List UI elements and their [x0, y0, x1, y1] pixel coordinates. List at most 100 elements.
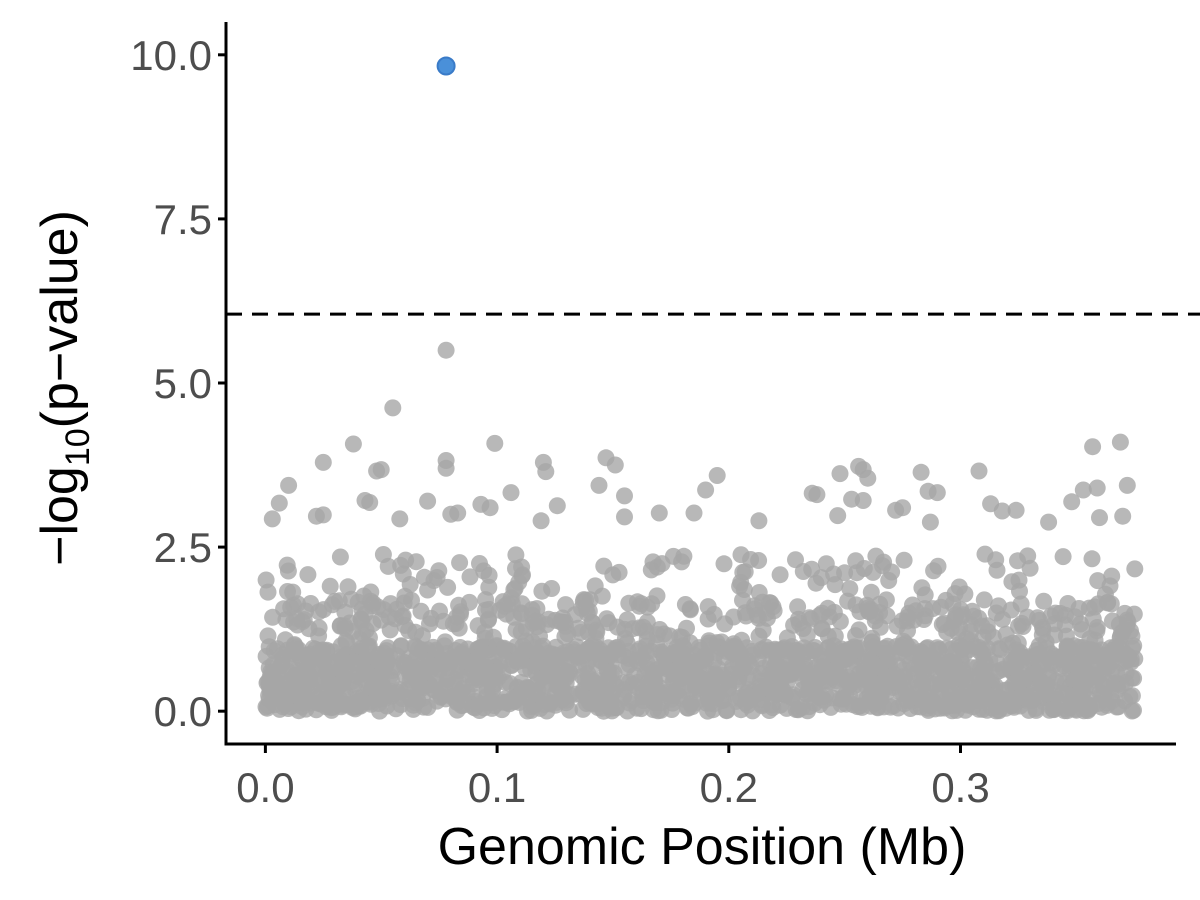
snp-point	[579, 643, 597, 661]
snp-point	[993, 502, 1011, 520]
snp-point	[447, 615, 465, 633]
significant-snp-point	[436, 56, 456, 76]
snp-point	[834, 650, 852, 668]
snp-point	[1054, 548, 1072, 566]
snp-point	[257, 647, 275, 665]
snp-point	[787, 660, 805, 678]
snp-point	[715, 555, 733, 573]
snp-point	[937, 591, 955, 609]
snp-point	[577, 591, 595, 609]
snp-point	[1089, 572, 1107, 590]
snp-point	[650, 504, 668, 522]
snp-point	[478, 682, 496, 700]
snp-point	[372, 461, 390, 479]
snp-point	[808, 486, 826, 504]
snp-point	[708, 467, 726, 484]
snp-point	[661, 627, 679, 645]
snp-point	[753, 642, 771, 660]
snp-point	[493, 644, 511, 662]
snp-point	[556, 628, 574, 646]
snp-point	[829, 507, 847, 525]
data-points	[257, 341, 1144, 720]
snp-point	[342, 590, 360, 608]
snp-point	[620, 594, 638, 612]
snp-point	[263, 510, 281, 528]
snp-point	[321, 577, 339, 595]
snp-point	[415, 568, 433, 586]
snp-point	[359, 673, 377, 691]
snp-point	[397, 551, 415, 569]
snp-point	[264, 608, 282, 626]
snp-point	[826, 576, 844, 594]
snp-point	[458, 653, 476, 670]
snp-point	[652, 701, 670, 719]
snp-point	[314, 506, 332, 524]
snp-point	[817, 555, 835, 573]
snp-point	[941, 653, 959, 671]
snp-point	[368, 686, 386, 704]
snp-point	[727, 692, 745, 710]
snp-point	[564, 641, 582, 659]
snp-point	[686, 694, 704, 712]
snp-point	[761, 594, 778, 612]
snp-point	[1040, 701, 1058, 719]
snp-point	[1084, 438, 1102, 456]
snp-point	[776, 639, 794, 657]
snp-point	[312, 647, 330, 665]
snp-point	[1035, 592, 1053, 610]
snp-point	[956, 585, 974, 603]
snp-point	[279, 583, 296, 600]
snp-point	[480, 600, 498, 618]
snp-point	[1113, 624, 1130, 642]
snp-point	[278, 684, 296, 702]
snp-point	[850, 621, 868, 639]
snp-point	[302, 595, 320, 612]
snp-point	[282, 598, 300, 616]
snp-point	[1103, 692, 1121, 710]
snp-point	[705, 605, 723, 623]
snp-point	[794, 563, 812, 580]
snp-point	[513, 595, 531, 613]
snp-point	[697, 481, 715, 499]
snp-point	[638, 613, 656, 631]
snp-point	[815, 665, 833, 683]
snp-point	[913, 644, 931, 662]
y-axis-title-suffix: (p−value)	[31, 210, 89, 428]
snp-point	[1073, 621, 1091, 639]
snp-point	[352, 611, 370, 629]
snp-point	[548, 656, 566, 674]
snp-point	[1114, 507, 1132, 525]
x-axis-title: Genomic Position (Mb)	[438, 818, 967, 876]
snp-point	[1084, 646, 1102, 664]
snp-point	[299, 566, 317, 584]
x-tick-label: 0.3	[931, 764, 989, 811]
snp-point	[1111, 433, 1129, 451]
snp-point	[1033, 626, 1051, 644]
snp-point	[775, 668, 793, 686]
snp-point	[789, 644, 806, 661]
snp-point	[1059, 595, 1077, 612]
snp-point	[1063, 493, 1081, 511]
snp-point	[1099, 594, 1116, 612]
snp-point	[760, 666, 778, 684]
snp-point	[266, 696, 284, 714]
snp-point	[599, 670, 617, 687]
snp-point	[901, 689, 919, 707]
snp-point	[874, 557, 892, 575]
snp-point	[428, 569, 446, 586]
snp-point	[586, 577, 604, 595]
snp-point	[952, 601, 970, 619]
snp-point	[534, 637, 552, 655]
snp-point	[1009, 552, 1026, 570]
snp-point	[437, 341, 455, 359]
snp-point	[912, 463, 930, 481]
snp-point	[855, 560, 873, 577]
snp-point	[603, 702, 621, 720]
snp-point	[537, 667, 554, 685]
snp-point	[737, 607, 755, 625]
snp-point	[396, 657, 413, 675]
significant-points	[436, 56, 456, 76]
snp-point	[618, 658, 636, 676]
snp-point	[496, 597, 514, 615]
snp-point	[970, 462, 988, 480]
